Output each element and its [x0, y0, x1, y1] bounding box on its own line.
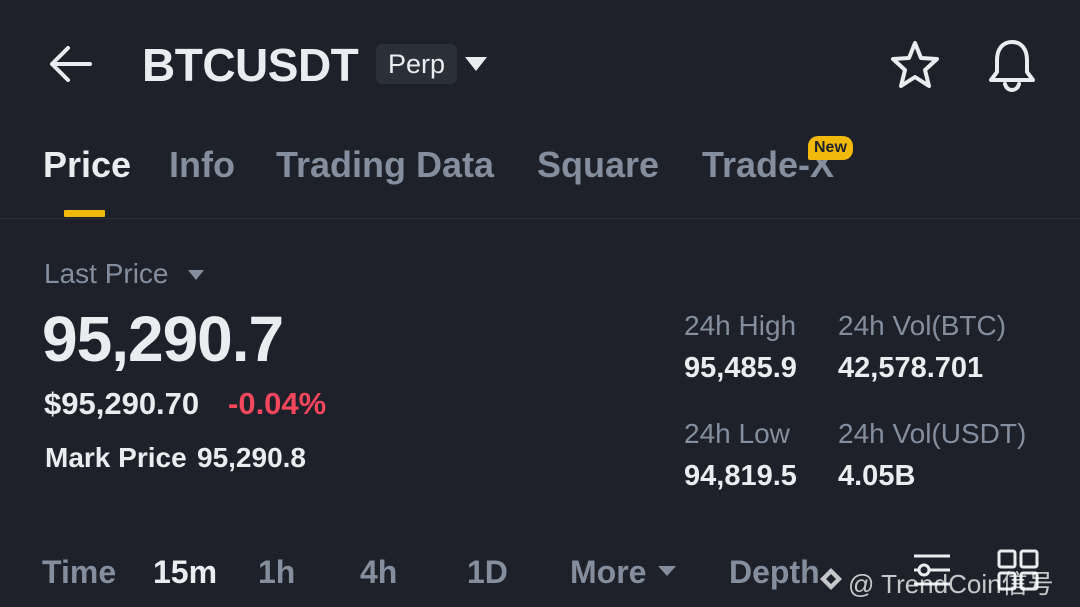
interval-4h[interactable]: 4h: [360, 554, 398, 590]
vol-usdt-value: 4.05B: [838, 460, 916, 492]
layout-grid-icon[interactable]: [996, 548, 1040, 592]
chevron-down-icon[interactable]: [656, 564, 678, 578]
more-intervals-button[interactable]: More: [570, 554, 647, 590]
interval-15m[interactable]: 15m: [153, 554, 218, 590]
mark-price-label: Mark Price: [45, 442, 187, 473]
vol-btc-value: 42,578.701: [838, 352, 984, 384]
new-badge: New: [808, 136, 853, 160]
chevron-down-icon[interactable]: [186, 268, 206, 282]
chart-settings-icon[interactable]: [910, 548, 954, 592]
tab-price[interactable]: Price: [43, 144, 132, 185]
low-24h-value: 94,819.5: [684, 460, 797, 492]
active-tab-indicator: [64, 210, 105, 217]
vol-usdt-label: 24h Vol(USDT): [838, 418, 1027, 449]
tab-divider: [0, 218, 1080, 219]
back-arrow-icon[interactable]: [44, 40, 96, 88]
star-icon[interactable]: [888, 38, 942, 92]
low-24h-label: 24h Low: [684, 418, 790, 449]
contract-type-badge[interactable]: Perp: [376, 44, 458, 84]
tab-trading-data[interactable]: Trading Data: [276, 144, 495, 185]
depth-tab[interactable]: Depth: [729, 554, 820, 590]
price-type-selector[interactable]: Last Price: [44, 258, 169, 289]
interval-time[interactable]: Time: [42, 554, 117, 590]
tab-info[interactable]: Info: [169, 144, 235, 185]
interval-1d[interactable]: 1D: [467, 554, 508, 590]
tab-square[interactable]: Square: [537, 144, 660, 185]
watermark-text: @ TrendCoin信号: [848, 569, 1054, 599]
interval-1h[interactable]: 1h: [258, 554, 296, 590]
vol-btc-label: 24h Vol(BTC): [838, 310, 1007, 341]
usd-price-value: $95,290.70: [44, 386, 200, 421]
high-24h-label: 24h High: [684, 310, 797, 341]
high-24h-value: 95,485.9: [684, 352, 797, 384]
mark-price-value: 95,290.8: [197, 442, 306, 473]
bell-icon[interactable]: [984, 36, 1040, 92]
watermark-logo-icon: [820, 568, 842, 590]
price-change-percent: -0.04%: [228, 386, 327, 421]
last-price-value: 95,290.7: [42, 303, 284, 375]
chevron-down-icon[interactable]: [462, 54, 490, 74]
symbol-title[interactable]: BTCUSDT: [142, 39, 359, 91]
